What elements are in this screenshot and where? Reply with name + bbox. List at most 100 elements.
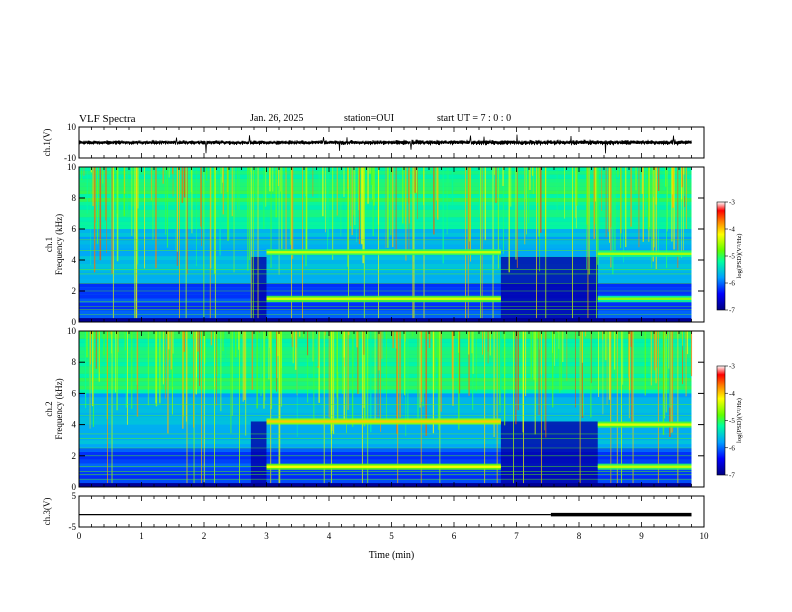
quiet-interval [500,421,598,487]
chart-title: VLF Spectra [79,113,136,125]
emission-band-core [266,420,501,423]
y-tick-label: -10 [64,153,76,163]
band [79,310,692,315]
band [79,186,692,191]
ch1-y-axis-label: ch.1(V) [42,129,52,157]
y-tick-label: 2 [72,451,77,461]
ch1-y-axis-label: ch.1Frequency (kHz) [44,214,64,275]
ch2-colorbar: -3 -4 -5 -6 -7 log(PSD)(V²/Hz) [716,363,743,480]
band [79,346,692,351]
band [79,260,692,264]
band [79,342,692,347]
band [79,393,692,398]
band [79,225,692,229]
colorbar-tick-label: -5 [729,417,735,425]
x-tick-label: 9 [639,531,644,541]
band [79,331,692,335]
band [79,229,692,233]
band [79,471,692,476]
emission-band-core [597,252,692,255]
band [79,267,692,272]
colorbar-label: log(PSD)(V²/Hz) [736,234,743,279]
band [79,244,692,249]
colorbar-tick-label: -4 [729,390,735,398]
x-axis-ticks [78,167,705,322]
x-tick-label: 7 [514,531,519,541]
band [79,213,692,218]
band [79,174,692,179]
x-tick-label: 8 [577,531,582,541]
emission-band-core [597,423,692,426]
ch3-y-axis-label: ch.3(V) [42,498,52,526]
band [79,377,692,382]
band [79,283,692,288]
x-tick-label: 3 [264,531,269,541]
band [79,170,692,175]
x-tick-label: 2 [202,531,207,541]
colorbar-tick-label: -4 [729,226,735,234]
band [79,401,692,406]
band [79,436,692,441]
band [79,167,692,171]
band [79,256,692,260]
band [79,275,692,280]
band [79,354,692,359]
start-time-label: start UT = 7 : 0 : 0 [437,113,512,124]
x-tick-label: 5 [389,531,394,541]
colorbar-label: log(PSD)(V²/Hz) [736,398,743,443]
band [79,306,692,311]
band [79,381,692,386]
y-tick-label: 10 [67,326,77,336]
band [79,205,692,210]
emission-band-core [597,465,692,468]
lf-strip [79,483,692,487]
band [79,302,692,307]
y-axis: 0 2 4 6 8 10 [67,326,704,492]
y-tick-label: 0 [72,317,77,327]
emission-band-core [266,251,501,254]
y-tick-label: 0 [72,482,77,492]
band [79,424,692,429]
lf-strip [79,318,692,322]
y-tick-label: 8 [72,193,77,203]
band [79,209,692,214]
band [79,287,692,291]
x-axis-label: Time (min) [369,550,414,561]
colorbar-tick-label: -3 [729,199,735,207]
colorbar-tick-label: -7 [729,307,735,315]
band [79,240,692,245]
colorbar-tick-label: -7 [729,472,735,480]
y-tick-label: 6 [72,388,77,398]
band [79,459,692,464]
band [79,444,692,448]
y-tick-label: 10 [67,162,77,172]
quiet-interval [250,256,267,322]
band [79,334,692,339]
band [79,409,692,413]
band [79,279,692,284]
band [79,271,692,276]
band [79,373,692,378]
quiet-interval [500,256,598,322]
band [79,475,692,480]
x-axis-ticks [78,331,705,487]
x-tick-label: 6 [452,531,457,541]
ch1-spectrogram [79,167,692,322]
band [79,182,692,187]
colorbar-tick-label: -5 [729,253,735,261]
band [79,314,692,319]
band [79,455,692,460]
band [79,362,692,367]
band [79,178,692,183]
colorbar-tick-label: -3 [729,363,735,371]
band [79,451,692,456]
band [79,389,692,394]
emission-band-core [266,297,501,300]
y-tick-label: 2 [72,286,77,296]
band [79,397,692,402]
y-tick-label: -5 [69,522,77,532]
y-tick-label: 5 [72,491,77,501]
band [79,366,692,370]
x-tick-label: 0 [77,531,82,541]
x-axis-ticks [78,127,705,158]
